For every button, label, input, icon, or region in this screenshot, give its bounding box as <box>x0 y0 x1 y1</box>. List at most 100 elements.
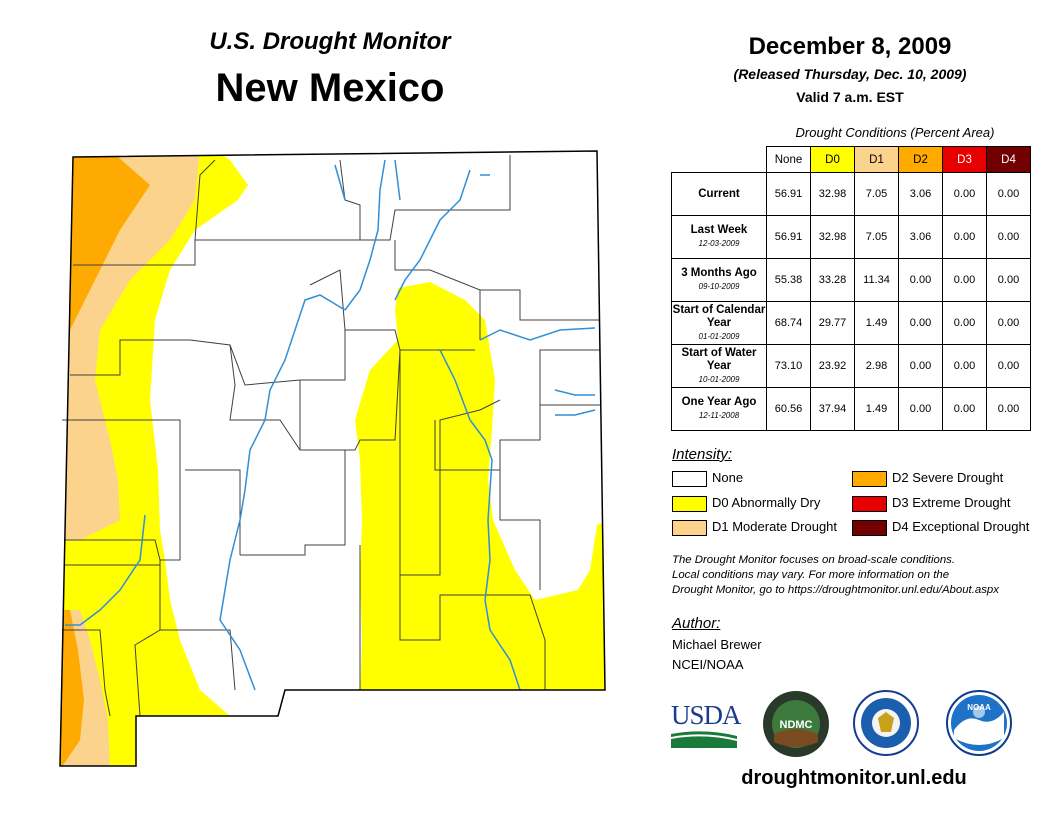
table-cell: 0.00 <box>986 172 1031 216</box>
col-none: None <box>766 146 811 173</box>
d2-region-southwest <box>60 610 84 766</box>
legend-item-none: None <box>672 470 743 488</box>
map-date: December 8, 2009 <box>748 33 952 60</box>
table-row: Last Week 12-03-2009 56.91 32.98 7.05 3.0… <box>671 215 1031 259</box>
legend-label: D0 Abnormally Dry <box>712 495 821 510</box>
row-date: 10-01-2009 <box>698 374 740 384</box>
table-cell: 3.06 <box>898 215 943 259</box>
row-label: One Year Ago 12-11-2008 <box>671 387 767 431</box>
table-cell: 0.00 <box>898 301 943 345</box>
table-cell: 56.91 <box>766 172 811 216</box>
row-date: 12-11-2008 <box>698 411 740 420</box>
col-d2: D2 <box>898 146 943 173</box>
table-cell: 2.98 <box>854 344 899 388</box>
table-cell: 56.91 <box>766 215 811 259</box>
table-cell: 32.98 <box>810 215 855 259</box>
monitor-note: The Drought Monitor focuses on broad-sca… <box>672 553 1052 598</box>
row-title: Current <box>698 187 740 200</box>
table-cell: 33.28 <box>810 258 855 302</box>
map-subtitle: U.S. Drought Monitor <box>209 28 451 55</box>
author-org: NCEI/NOAA <box>672 657 744 672</box>
table-cell: 0.00 <box>986 344 1031 388</box>
usda-logo: USDA <box>671 700 742 730</box>
legend-label: D2 Severe Drought <box>892 470 1004 485</box>
table-cell: 73.10 <box>766 344 811 388</box>
col-d0: D0 <box>810 146 855 173</box>
table-cell: 0.00 <box>898 387 943 431</box>
row-date: 12-03-2009 <box>698 239 740 248</box>
legend-item-d4: D4 Exceptional Drought <box>852 519 1029 537</box>
table-row: 3 Months Ago 09-10-2009 55.38 33.28 11.34… <box>671 258 1031 302</box>
table-cell: 1.49 <box>854 387 899 431</box>
legend-label: D3 Extreme Drought <box>892 495 1011 510</box>
table-cell: 0.00 <box>986 387 1031 431</box>
table-cell: 0.00 <box>942 387 987 431</box>
row-title: One Year Ago <box>681 396 757 408</box>
legend-swatch <box>672 470 707 487</box>
row-label: Current <box>671 172 767 216</box>
row-title: Start of Calendar Year <box>672 303 766 329</box>
d2-region-northwest <box>60 151 150 330</box>
table-cell: 55.38 <box>766 258 811 302</box>
legend-item-d0: D0 Abnormally Dry <box>672 495 820 513</box>
state-border <box>59 150 606 767</box>
noaa-logo: NOAA <box>946 690 1012 756</box>
table-corner <box>672 147 767 173</box>
col-d1: D1 <box>854 146 899 173</box>
table-cell: 1.49 <box>854 301 899 345</box>
legend-label: D1 Moderate Drought <box>712 519 838 534</box>
table-cell: 0.00 <box>942 215 987 259</box>
table-cell: 0.00 <box>942 172 987 216</box>
table-cell: 0.00 <box>942 301 987 345</box>
table-cell: 29.77 <box>810 301 855 345</box>
table-row: Current 56.91 32.98 7.05 3.06 0.00 0.00 <box>671 172 1031 216</box>
release-date: (Released Thursday, Dec. 10, 2009) <box>733 66 967 82</box>
county-boundaries <box>62 155 600 717</box>
ndmc-logo: NDMC <box>763 691 829 757</box>
legend-swatch <box>852 470 887 487</box>
table-cell: 7.05 <box>854 215 899 259</box>
legend-swatch <box>852 495 887 512</box>
noaa-logo-text: NOAA <box>967 703 991 712</box>
table-cell: 0.00 <box>942 258 987 302</box>
row-title: Start of Water Year <box>681 346 757 372</box>
table-cell: 0.00 <box>898 344 943 388</box>
author-name: Michael Brewer <box>672 637 762 652</box>
note-line: Drought Monitor, go to https://droughtmo… <box>672 584 999 596</box>
table-cell: 0.00 <box>986 258 1031 302</box>
table-cell: 0.00 <box>986 215 1031 259</box>
row-date: 01-01-2009 <box>698 331 740 341</box>
table-cell: 7.05 <box>854 172 899 216</box>
drought-conditions-table: None D0 D1 D2 D3 D4 Current 56.91 32.98 … <box>671 146 1031 431</box>
note-line: The Drought Monitor focuses on broad-sca… <box>672 554 956 566</box>
valid-time: Valid 7 a.m. EST <box>796 89 904 105</box>
table-cell: 0.00 <box>986 301 1031 345</box>
ndmc-logo-text: NDMC <box>780 719 813 731</box>
rivers <box>65 159 596 691</box>
commerce-seal-logo <box>853 690 919 756</box>
legend-item-d2: D2 Severe Drought <box>852 470 1003 488</box>
conditions-caption: Drought Conditions (Percent Area) <box>795 125 995 140</box>
note-line: Local conditions may vary. For more info… <box>672 569 950 581</box>
d0-region-east <box>355 282 605 700</box>
website-url[interactable]: droughtmonitor.unl.edu <box>741 767 967 789</box>
table-cell: 0.00 <box>942 344 987 388</box>
table-cell: 3.06 <box>898 172 943 216</box>
usda-logo-swoosh <box>671 731 737 748</box>
author-label: Author: <box>672 615 721 632</box>
new-mexico-drought-map <box>59 150 606 767</box>
table-cell: 23.92 <box>810 344 855 388</box>
table-cell: 37.94 <box>810 387 855 431</box>
table-cell: 32.98 <box>810 172 855 216</box>
row-label: 3 Months Ago 09-10-2009 <box>671 258 767 302</box>
intensity-label: Intensity: <box>672 446 733 463</box>
table-row: Start of Water Year 10-01-2009 73.10 23.9… <box>671 344 1031 388</box>
row-label: Start of Calendar Year 01-01-2009 <box>671 301 767 345</box>
row-label: Last Week 12-03-2009 <box>671 215 767 259</box>
legend-item-d1: D1 Moderate Drought <box>672 519 837 537</box>
row-title: 3 Months Ago <box>681 267 757 279</box>
table-row: Start of Calendar Year 01-01-2009 68.74 2… <box>671 301 1031 345</box>
legend-swatch <box>672 519 707 536</box>
legend-label: None <box>712 470 744 485</box>
legend-swatch <box>672 495 707 512</box>
